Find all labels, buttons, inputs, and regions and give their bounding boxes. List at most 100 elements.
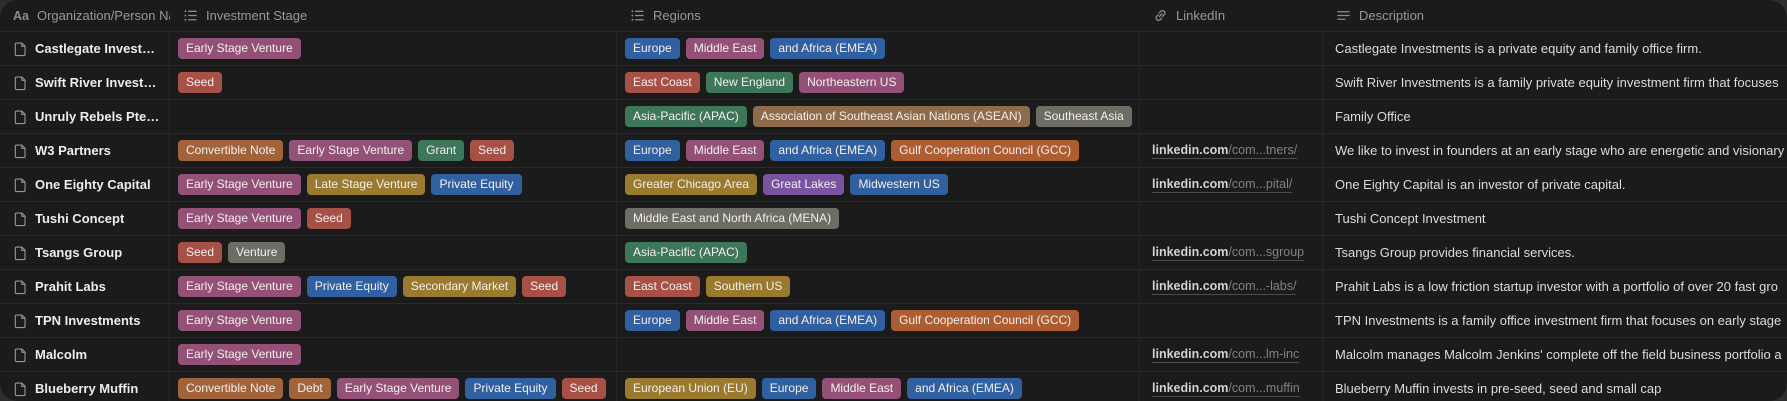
linkedin-link[interactable]: linkedin.com/com...pital/ <box>1152 177 1293 193</box>
description-icon <box>1336 8 1351 23</box>
name-cell[interactable]: Tushi Concept <box>0 202 170 235</box>
linkedin-cell[interactable] <box>1140 304 1323 337</box>
name-cell[interactable]: Tsangs Group <box>0 236 170 269</box>
tag: European Union (EU) <box>625 378 756 399</box>
linkedin-domain: linkedin.com <box>1152 278 1229 293</box>
investment-stage-cell[interactable]: Seed <box>170 66 617 99</box>
regions-cell[interactable]: European Union (EU) Europe Middle East and … <box>617 372 1140 401</box>
column-header-label: Regions <box>653 8 701 23</box>
investment-stage-cell[interactable] <box>170 100 617 133</box>
organization-name: W3 Partners <box>35 143 111 158</box>
investment-stage-cell[interactable]: Seed Venture <box>170 236 617 269</box>
linkedin-cell[interactable] <box>1140 66 1323 99</box>
description-cell[interactable]: Swift River Investments is a family priv… <box>1335 75 1779 90</box>
name-cell[interactable]: Unruly Rebels Pte Ltd <box>0 100 170 133</box>
regions-cell[interactable]: Greater Chicago Area Great Lakes Midwester… <box>617 168 1140 201</box>
tag: Middle East <box>685 38 765 59</box>
investment-stage-cell[interactable]: Early Stage Venture Late Stage Venture Pri… <box>170 168 617 201</box>
tag: Early Stage Venture <box>178 276 301 297</box>
tag: Early Stage Venture <box>178 208 301 229</box>
page-icon <box>13 313 28 329</box>
tag: Gulf Cooperation Council (GCC) <box>891 310 1080 331</box>
tag: Debt <box>289 378 331 399</box>
linkedin-cell[interactable] <box>1140 100 1323 133</box>
description-cell[interactable]: Prahit Labs is a low friction startup in… <box>1335 279 1778 294</box>
column-header-label: LinkedIn <box>1176 8 1226 23</box>
tag: Middle East and North Africa (MENA) <box>625 208 840 229</box>
regions-cell[interactable]: Middle East and North Africa (MENA) <box>617 202 1140 235</box>
page-icon <box>13 279 28 295</box>
linkedin-cell[interactable] <box>1140 202 1323 235</box>
description-cell[interactable]: One Eighty Capital is an investor of pri… <box>1335 177 1626 192</box>
page-icon <box>13 75 28 91</box>
investment-stage-cell[interactable]: Convertible Note Early Stage Venture Grant… <box>170 134 617 167</box>
tag: Early Stage Venture <box>289 140 413 161</box>
description-cell[interactable]: Blueberry Muffin invests in pre-seed, se… <box>1335 381 1662 396</box>
investment-stage-cell[interactable]: Early Stage Venture <box>170 304 617 337</box>
description-cell[interactable]: Family Office <box>1335 109 1411 124</box>
linkedin-link[interactable]: linkedin.com/com...-labs/ <box>1152 278 1297 295</box>
investment-stage-cell[interactable]: Early Stage Venture Seed <box>170 202 617 235</box>
linkedin-link[interactable]: linkedin.com/com...sgroup <box>1152 245 1305 261</box>
page-icon <box>13 41 28 57</box>
linkedin-cell[interactable]: linkedin.com/com...muffin <box>1140 372 1323 401</box>
regions-cell[interactable]: Europe Middle East and Africa (EMEA) Gulf C… <box>617 134 1140 167</box>
regions-cell[interactable]: Europe Middle East and Africa (EMEA) <box>617 32 1140 65</box>
column-header-name[interactable]: Aa Organization/Person Na... <box>0 0 170 31</box>
linkedin-link[interactable]: linkedin.com/com...lm-inc <box>1152 347 1300 363</box>
table-row: Swift River Investments Seed East CoastN… <box>0 65 1787 99</box>
linkedin-cell[interactable]: linkedin.com/com...pital/ <box>1140 168 1323 201</box>
linkedin-domain: linkedin.com <box>1152 380 1229 395</box>
linkedin-cell[interactable]: linkedin.com/com...sgroup <box>1140 236 1323 269</box>
name-cell[interactable]: TPN Investments <box>0 304 170 337</box>
regions-cell[interactable]: Europe Middle East and Africa (EMEA) Gulf C… <box>617 304 1140 337</box>
description-cell[interactable]: We like to invest in founders at an earl… <box>1335 143 1785 158</box>
page-icon <box>13 177 28 193</box>
investment-stage-cell[interactable]: Early Stage Venture Private Equity Seconda… <box>170 270 617 303</box>
investment-stage-cell[interactable]: Convertible Note Debt Early Stage Venture P… <box>170 372 617 401</box>
header-row: Aa Organization/Person Na... Investment … <box>0 0 1787 31</box>
regions-cell[interactable]: Asia-Pacific (APAC) Association of Southe… <box>617 100 1140 133</box>
linkedin-cell[interactable] <box>1140 32 1323 65</box>
investment-stage-cell[interactable]: Early Stage Venture <box>170 32 617 65</box>
multi-select-icon <box>630 8 645 23</box>
column-header-label: Investment Stage <box>206 8 308 23</box>
description-cell[interactable]: Tushi Concept Investment <box>1335 211 1486 226</box>
description-cell[interactable]: Tsangs Group provides financial services… <box>1335 245 1575 260</box>
description-cell[interactable]: Malcolm manages Malcolm Jenkins' complet… <box>1335 347 1782 362</box>
linkedin-cell[interactable]: linkedin.com/com...-labs/ <box>1140 270 1323 303</box>
tag: Early Stage Venture <box>178 38 301 59</box>
page-icon <box>13 211 28 227</box>
tag: and Africa (EMEA) <box>770 140 886 161</box>
regions-cell[interactable] <box>617 338 1140 371</box>
name-cell[interactable]: Malcolm <box>0 338 170 371</box>
regions-cell[interactable]: Asia-Pacific (APAC) <box>617 236 1140 269</box>
name-cell[interactable]: One Eighty Capital <box>0 168 170 201</box>
linkedin-link[interactable]: linkedin.com/com...muffin <box>1152 381 1300 397</box>
description-cell[interactable]: TPN Investments is a family office inves… <box>1335 313 1782 328</box>
investment-stage-cell[interactable]: Early Stage Venture <box>170 338 617 371</box>
linkedin-cell[interactable]: linkedin.com/com...tners/ <box>1140 134 1323 167</box>
column-header-description[interactable]: Description <box>1323 0 1787 31</box>
name-cell[interactable]: Blueberry Muffin <box>0 372 170 401</box>
name-cell[interactable]: Swift River Investments <box>0 66 170 99</box>
tag: Gulf Cooperation Council (GCC) <box>891 140 1080 161</box>
description-cell[interactable]: Castlegate Investments is a private equi… <box>1335 41 1702 56</box>
regions-cell[interactable]: East Coast Southern US <box>617 270 1140 303</box>
tag: Middle East <box>685 140 765 161</box>
column-header-investment-stage[interactable]: Investment Stage <box>170 0 617 31</box>
tag: and Africa (EMEA) <box>907 378 1022 399</box>
name-cell[interactable]: Castlegate Investments <box>0 32 170 65</box>
tag: Europe <box>761 378 817 399</box>
table-row: Malcolm Early Stage Venture linkedin.com… <box>0 337 1787 371</box>
column-header-regions[interactable]: Regions <box>617 0 1140 31</box>
tag: Midwestern US <box>850 174 948 195</box>
linkedin-cell[interactable]: linkedin.com/com...lm-inc <box>1140 338 1323 371</box>
table-row: Castlegate Investments Early Stage Ventu… <box>0 31 1787 65</box>
regions-cell[interactable]: East Coast New England Northeastern US <box>617 66 1140 99</box>
linkedin-link[interactable]: linkedin.com/com...tners/ <box>1152 143 1298 159</box>
column-header-linkedin[interactable]: LinkedIn <box>1140 0 1323 31</box>
name-cell[interactable]: W3 Partners <box>0 134 170 167</box>
name-cell[interactable]: Prahit Labs <box>0 270 170 303</box>
